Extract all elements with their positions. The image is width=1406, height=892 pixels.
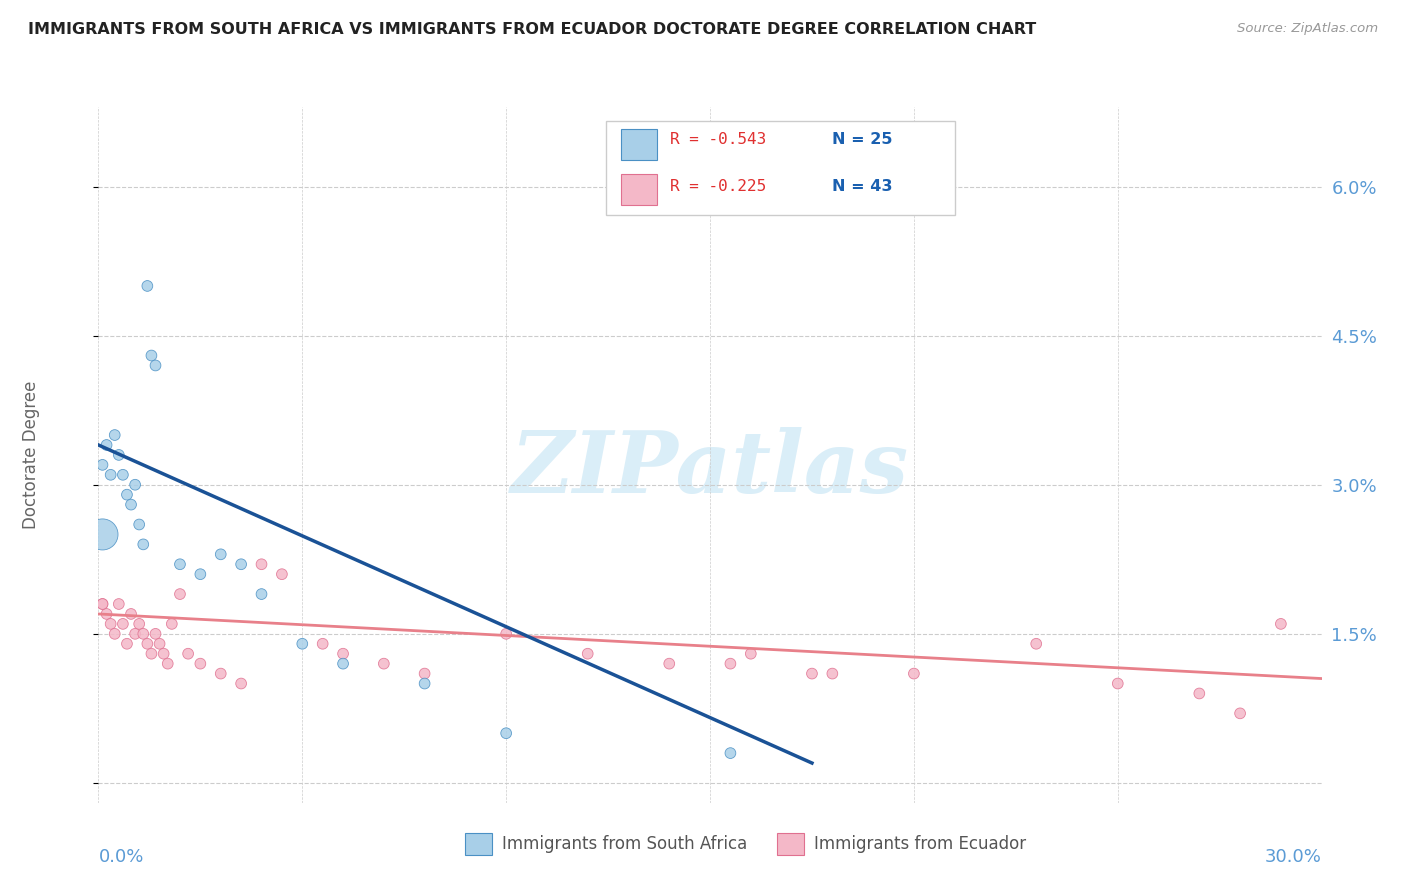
FancyBboxPatch shape xyxy=(606,121,955,215)
Point xyxy=(373,657,395,671)
Point xyxy=(145,627,167,641)
Point xyxy=(152,647,174,661)
Text: Immigrants from South Africa: Immigrants from South Africa xyxy=(502,835,748,853)
Point xyxy=(1270,616,1292,631)
Point xyxy=(91,597,114,611)
Point xyxy=(1025,637,1047,651)
Point xyxy=(413,666,436,681)
Point xyxy=(104,428,127,442)
Point xyxy=(124,627,146,641)
Point xyxy=(312,637,335,651)
Point xyxy=(1188,686,1211,700)
Point xyxy=(169,558,191,572)
Point xyxy=(1229,706,1251,721)
Point xyxy=(141,349,163,363)
Point xyxy=(124,477,146,491)
Point xyxy=(91,597,114,611)
Point xyxy=(136,637,159,651)
Bar xyxy=(778,833,804,855)
Point xyxy=(495,627,517,641)
Point xyxy=(149,637,172,651)
Point xyxy=(108,597,131,611)
Point xyxy=(156,657,179,671)
Point xyxy=(720,746,742,760)
Point xyxy=(169,587,191,601)
Point xyxy=(413,676,436,690)
Point xyxy=(128,616,150,631)
Text: N = 25: N = 25 xyxy=(832,132,893,147)
Point xyxy=(136,279,159,293)
Point xyxy=(209,547,232,561)
Point xyxy=(740,647,762,661)
Text: IMMIGRANTS FROM SOUTH AFRICA VS IMMIGRANTS FROM ECUADOR DOCTORATE DEGREE CORRELA: IMMIGRANTS FROM SOUTH AFRICA VS IMMIGRAN… xyxy=(28,22,1036,37)
Point xyxy=(91,458,114,472)
Point xyxy=(100,616,122,631)
Point xyxy=(132,537,155,551)
Point xyxy=(104,627,127,641)
Point xyxy=(108,448,131,462)
Point xyxy=(576,647,599,661)
Point xyxy=(270,567,294,582)
Point xyxy=(231,558,253,572)
Point xyxy=(801,666,824,681)
Point xyxy=(903,666,925,681)
Point xyxy=(291,637,314,651)
Point xyxy=(188,657,212,671)
Point xyxy=(332,657,354,671)
Point xyxy=(120,607,142,621)
Point xyxy=(231,676,253,690)
Text: Doctorate Degree: Doctorate Degree xyxy=(22,381,41,529)
Point xyxy=(96,438,118,452)
Point xyxy=(141,647,163,661)
Point xyxy=(250,587,273,601)
Point xyxy=(250,558,273,572)
Point xyxy=(120,498,142,512)
Text: R = -0.543: R = -0.543 xyxy=(669,132,766,147)
Point xyxy=(209,666,232,681)
Bar xyxy=(620,174,658,205)
Text: N = 43: N = 43 xyxy=(832,179,893,194)
Point xyxy=(132,627,155,641)
Text: Immigrants from Ecuador: Immigrants from Ecuador xyxy=(814,835,1026,853)
Point xyxy=(720,657,742,671)
Text: Source: ZipAtlas.com: Source: ZipAtlas.com xyxy=(1237,22,1378,36)
Point xyxy=(1107,676,1129,690)
Text: 0.0%: 0.0% xyxy=(98,848,143,866)
Point xyxy=(111,467,134,482)
Point xyxy=(332,647,354,661)
Point xyxy=(177,647,200,661)
Text: ZIPatlas: ZIPatlas xyxy=(510,427,910,510)
Bar xyxy=(465,833,492,855)
Point xyxy=(188,567,212,582)
Point xyxy=(821,666,844,681)
Point xyxy=(96,607,118,621)
Point xyxy=(115,488,138,502)
Point xyxy=(115,637,138,651)
Point xyxy=(145,359,167,373)
Point xyxy=(100,467,122,482)
Text: 30.0%: 30.0% xyxy=(1265,848,1322,866)
Point xyxy=(128,517,150,532)
Text: R = -0.225: R = -0.225 xyxy=(669,179,766,194)
Point xyxy=(111,616,134,631)
Bar xyxy=(620,129,658,161)
Point xyxy=(160,616,183,631)
Point xyxy=(495,726,517,740)
Point xyxy=(91,527,114,541)
Point xyxy=(658,657,681,671)
